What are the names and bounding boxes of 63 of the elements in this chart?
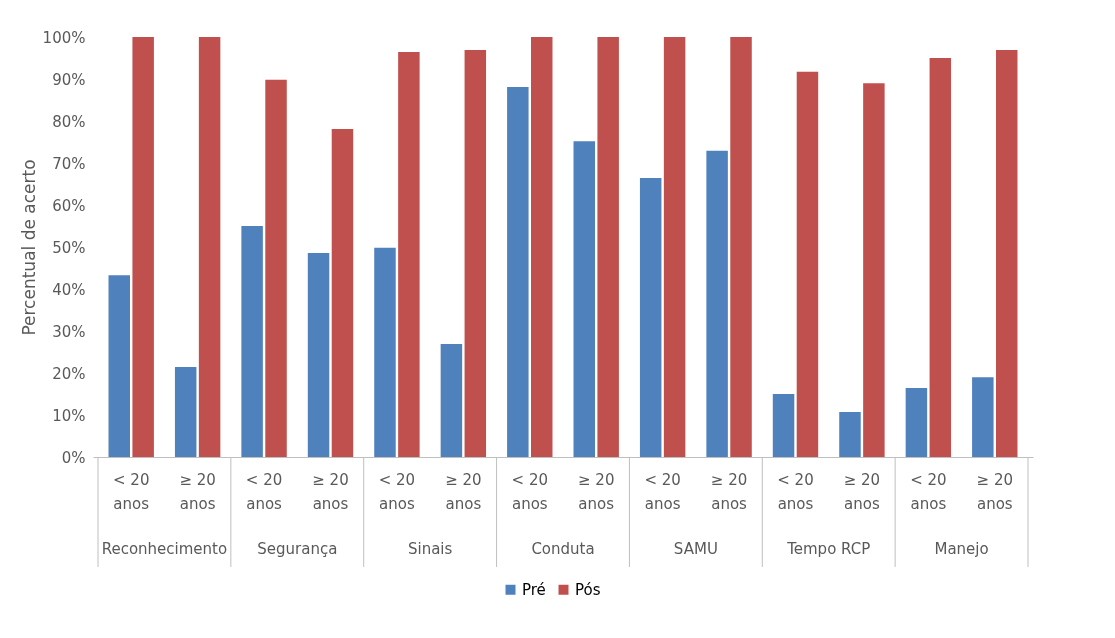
bar [772,394,795,457]
bar [972,377,994,457]
legend-label: Pós [575,580,601,599]
x-tick-label: < 20 anos [777,471,814,513]
bar [265,79,287,457]
x-tick-label: < 20 anos [113,471,150,513]
x-tick-label: ≥ 20 anos [976,471,1013,513]
bar [730,37,752,457]
x-tick-label: < 20 anos [910,471,947,513]
y-tick-label: 30% [52,322,86,341]
bar [241,226,263,457]
bar [198,37,221,457]
bar [929,58,952,457]
bar [132,37,154,457]
y-tick-label: 40% [52,280,86,299]
bar [464,50,487,457]
x-tick-label: < 20 anos [245,471,283,513]
legend-label: Pré [522,580,546,599]
y-tick-label: 100% [42,28,86,47]
bar [398,52,420,457]
bar [863,83,885,457]
y-axis-title: Percentual de acerto [18,159,39,336]
y-tick-label: 60% [52,196,86,215]
x-tick-label: < 20 anos [511,471,548,513]
x-tick-label: ≥ 20 anos [179,471,216,513]
bar [573,141,595,457]
text: SAMU [673,540,718,558]
bar [796,71,819,457]
y-tick-label: 80% [52,112,86,131]
y-tick-label: 70% [52,154,86,173]
x-tick-label: < 20 anos [644,471,681,513]
x-tick-label: ≥ 20 anos [312,471,349,513]
x-tick-label: < 20 anos [378,471,416,513]
bar [531,37,553,457]
bar [996,50,1018,457]
bar [639,178,662,457]
bar [597,37,619,457]
bar [331,128,354,457]
x-tick-label: ≥ 20 anos [445,471,482,513]
x-tick-label: ≥ 20 anos [710,471,748,513]
y-tick-label: 50% [52,238,86,257]
text: Tempo RCP [786,540,871,558]
bar [905,388,928,457]
text: Sinais [407,540,453,558]
bar [174,367,197,457]
y-tick-label: 20% [52,364,86,383]
bar [706,150,728,457]
bar [440,344,463,457]
bar [663,37,686,457]
y-tick-label: 10% [52,406,86,425]
x-tick-label: ≥ 20 anos [843,471,881,513]
x-tick-label: ≥ 20 anos [578,471,615,513]
bar [307,252,330,457]
y-tick-label: 90% [52,70,86,89]
bar [108,275,130,457]
bar [374,247,396,457]
text: Conduta [531,540,595,558]
bar [507,86,529,457]
y-tick-label: 0% [61,448,86,467]
text: Reconhecimento [101,540,228,558]
bar [839,412,861,457]
text: Segurança [257,540,338,558]
text: Manejo [934,540,989,558]
